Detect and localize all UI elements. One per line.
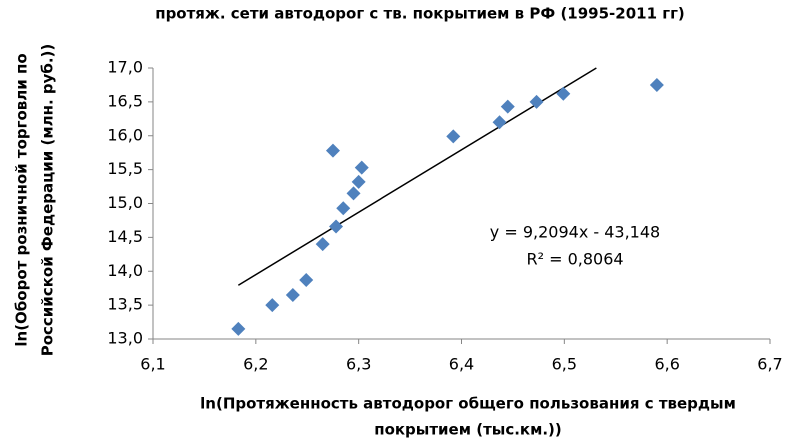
point (354, 160, 369, 175)
point (315, 237, 330, 252)
y-axis-label: ln(Оборот розничной торговли по (13, 53, 31, 346)
trendline-equation: y = 9,2094x - 43,148 (490, 223, 660, 242)
x-tick-label: 6,4 (449, 355, 474, 374)
y-tick-label: 14,0 (107, 261, 143, 280)
x-axis-label: ln(Протяженность автодорог общего пользо… (200, 395, 736, 413)
chart-title: протяж. сети автодорог с тв. покрытием в… (155, 5, 685, 23)
point (231, 321, 246, 336)
point (351, 174, 366, 189)
x-tick-label: 6,1 (140, 355, 165, 374)
point (329, 219, 344, 234)
trendline-r2: R² = 0,8064 (526, 250, 623, 269)
y-tick-label: 15,0 (107, 193, 143, 212)
point (649, 77, 664, 92)
point (325, 143, 340, 158)
point (265, 298, 280, 313)
y-tick-label: 13,5 (107, 295, 143, 314)
y-tick-label: 15,5 (107, 159, 143, 178)
y-tick-label: 17,0 (107, 58, 143, 77)
x-tick-label: 6,7 (757, 355, 782, 374)
x-tick-label: 6,6 (654, 355, 679, 374)
y-tick-label: 13,0 (107, 329, 143, 348)
point (500, 99, 515, 114)
y-tick-label: 16,5 (107, 91, 143, 110)
y-tick-label: 14,5 (107, 227, 143, 246)
point (346, 186, 361, 201)
point (299, 273, 314, 288)
y-axis-label: Российской Федерации (млн. руб.)) (39, 44, 57, 357)
x-tick-label: 6,5 (552, 355, 577, 374)
x-tick-label: 6,2 (243, 355, 268, 374)
point (556, 86, 571, 101)
point (529, 94, 544, 109)
point (336, 201, 351, 216)
x-tick-label: 6,3 (346, 355, 371, 374)
y-tick-label: 16,0 (107, 125, 143, 144)
point (492, 115, 507, 130)
point (285, 287, 300, 302)
x-axis-label: покрытием (тыс.км.)) (374, 421, 562, 439)
point (446, 129, 461, 144)
